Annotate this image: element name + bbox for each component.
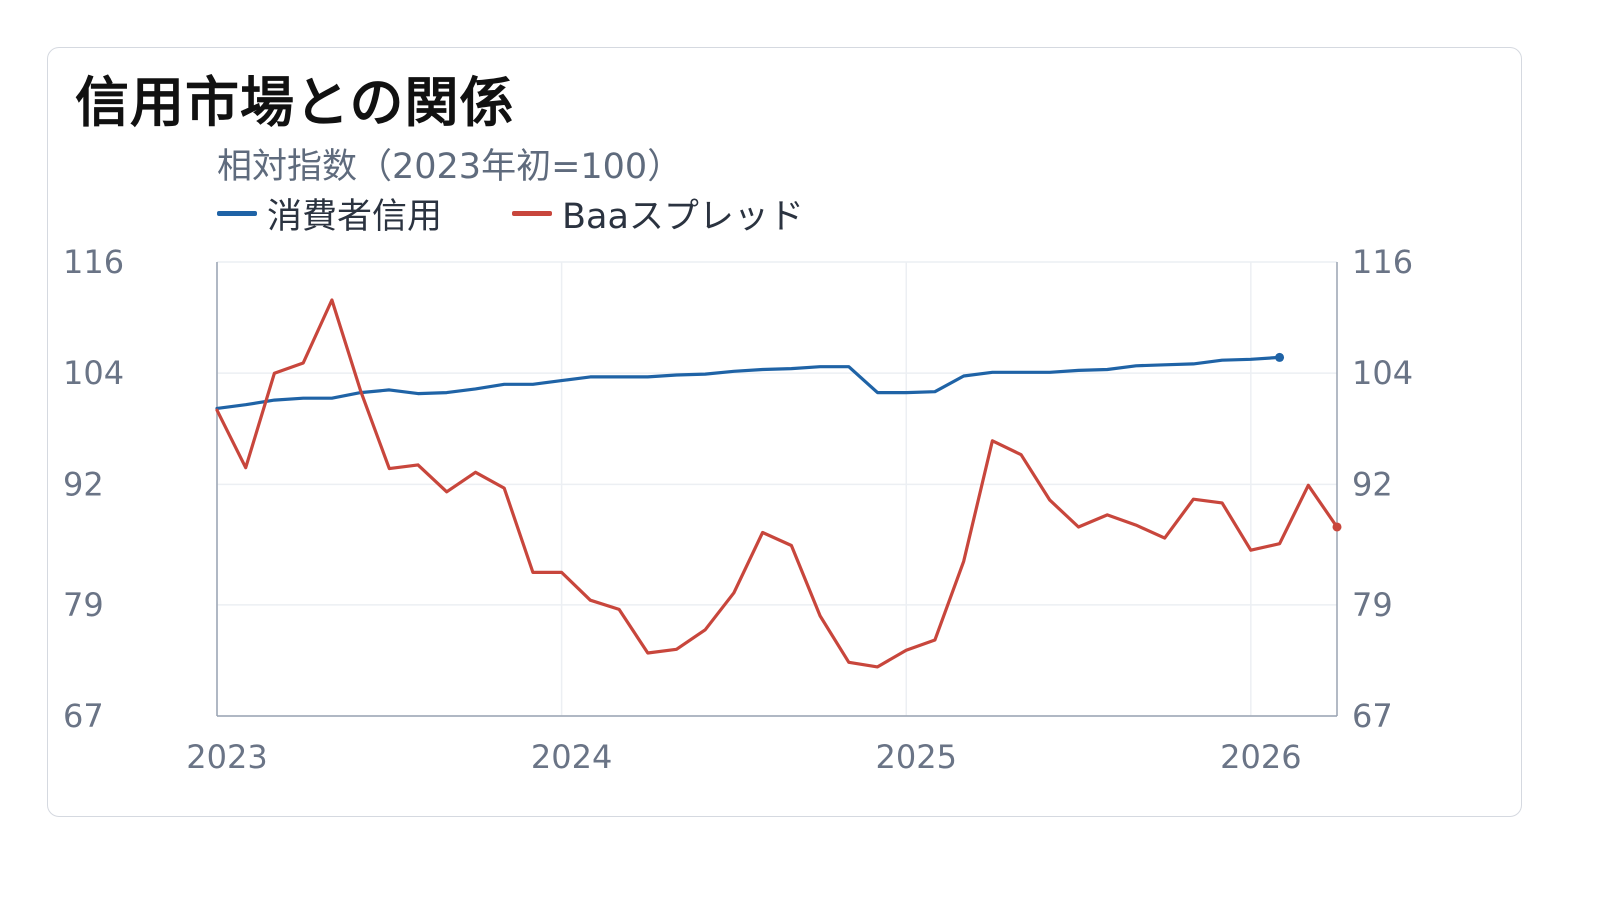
x-tick-label: 2025 bbox=[876, 738, 957, 776]
chart-title: 信用市場との関係 bbox=[75, 71, 515, 134]
x-tick-label: 2024 bbox=[531, 738, 612, 776]
y-tick-label-right: 79 bbox=[1352, 586, 1393, 624]
y-tick-label-left: 116 bbox=[63, 243, 124, 281]
y-tick-label-right: 104 bbox=[1352, 354, 1413, 392]
y-tick-label-right: 116 bbox=[1352, 243, 1413, 281]
x-tick-label: 2026 bbox=[1220, 738, 1301, 776]
chart-card bbox=[47, 47, 1522, 817]
series-line-baa-spread bbox=[215, 298, 1339, 669]
y-tick-label-left: 104 bbox=[63, 354, 124, 392]
y-tick-label-right: 92 bbox=[1352, 465, 1393, 503]
legend-item-baa-spread[interactable]: Baaスプレッド bbox=[512, 188, 804, 239]
chart-subtitle: 相対指数（2023年初=100） bbox=[217, 147, 683, 187]
legend-label-consumer-credit: 消費者信用 bbox=[267, 196, 443, 237]
x-tick-label: 2023 bbox=[186, 738, 267, 776]
legend-swatch-consumer-credit bbox=[217, 210, 257, 216]
legend-item-consumer-credit[interactable]: 消費者信用 bbox=[217, 188, 442, 239]
y-tick-label-right: 67 bbox=[1352, 697, 1393, 735]
y-tick-label-left: 79 bbox=[63, 586, 104, 624]
legend-label-baa-spread: Baaスプレッド bbox=[562, 196, 804, 237]
series-line-consumer-credit bbox=[215, 355, 1282, 410]
y-tick-label-left: 92 bbox=[63, 465, 104, 503]
chart-legend: 消費者信用 Baaスプレッド bbox=[217, 188, 874, 239]
legend-swatch-baa-spread bbox=[512, 210, 553, 216]
series-end-point-consumer-credit bbox=[1275, 352, 1285, 362]
series-end-point-baa-spread bbox=[1332, 522, 1342, 532]
y-tick-label-left: 67 bbox=[63, 697, 104, 735]
